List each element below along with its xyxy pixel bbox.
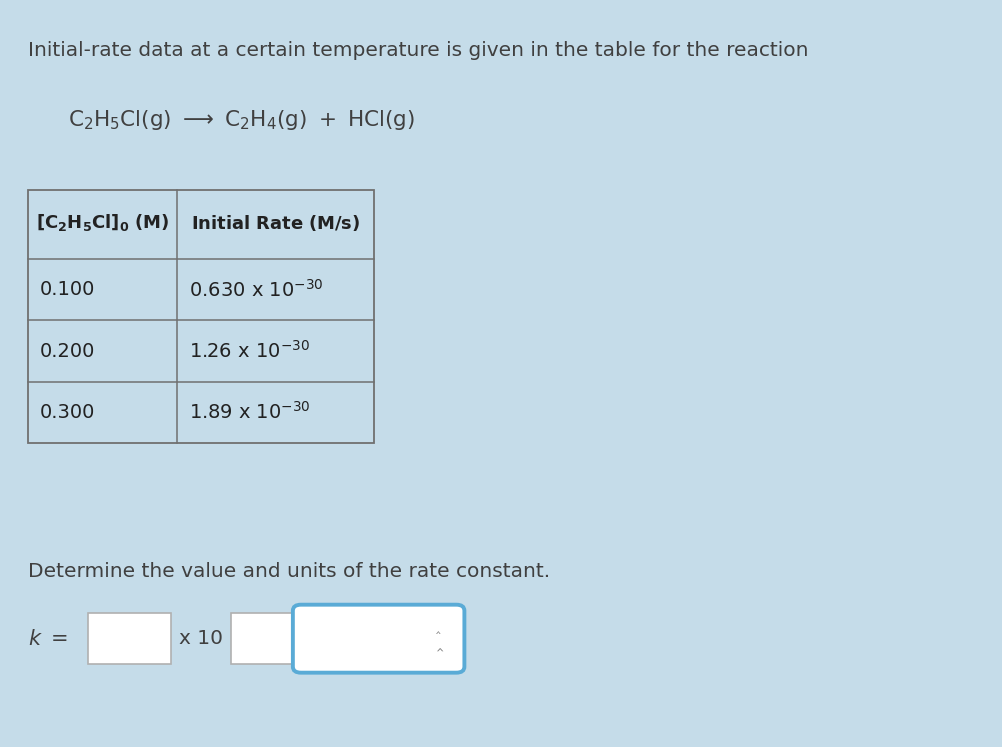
Text: 0.300: 0.300 [40,403,95,422]
Text: 0.200: 0.200 [40,341,95,361]
FancyBboxPatch shape [88,613,170,664]
Text: $\mathbf{[C_2H_5Cl]_0\ (M)}$: $\mathbf{[C_2H_5Cl]_0\ (M)}$ [36,212,168,233]
Text: x 10: x 10 [178,629,222,648]
Text: 1.26 x 10$^{-30}$: 1.26 x 10$^{-30}$ [188,340,310,362]
Text: 0.630 x 10$^{-30}$: 0.630 x 10$^{-30}$ [188,279,323,301]
Text: Determine the value and units of the rate constant.: Determine the value and units of the rat… [28,562,550,580]
Text: ‸: ‸ [436,621,440,634]
Text: ‹: ‹ [431,647,445,653]
FancyBboxPatch shape [293,605,464,673]
Text: $\mathbf{Initial\ Rate\ (M/s)}$: $\mathbf{Initial\ Rate\ (M/s)}$ [190,213,360,232]
FancyBboxPatch shape [28,190,374,443]
FancyBboxPatch shape [230,613,293,664]
Text: $\mathregular{C_2H_5Cl(g)\ \longrightarrow\ C_2H_4(g)\ +\ HCl(g)}$: $\mathregular{C_2H_5Cl(g)\ \longrightarr… [68,108,415,131]
Text: 1.89 x 10$^{-30}$: 1.89 x 10$^{-30}$ [188,401,310,424]
Text: 0.100: 0.100 [40,280,95,300]
Text: Initial-rate data at a certain temperature is given in the table for the reactio: Initial-rate data at a certain temperatu… [28,41,808,60]
Text: $k\ =$: $k\ =$ [28,629,68,648]
